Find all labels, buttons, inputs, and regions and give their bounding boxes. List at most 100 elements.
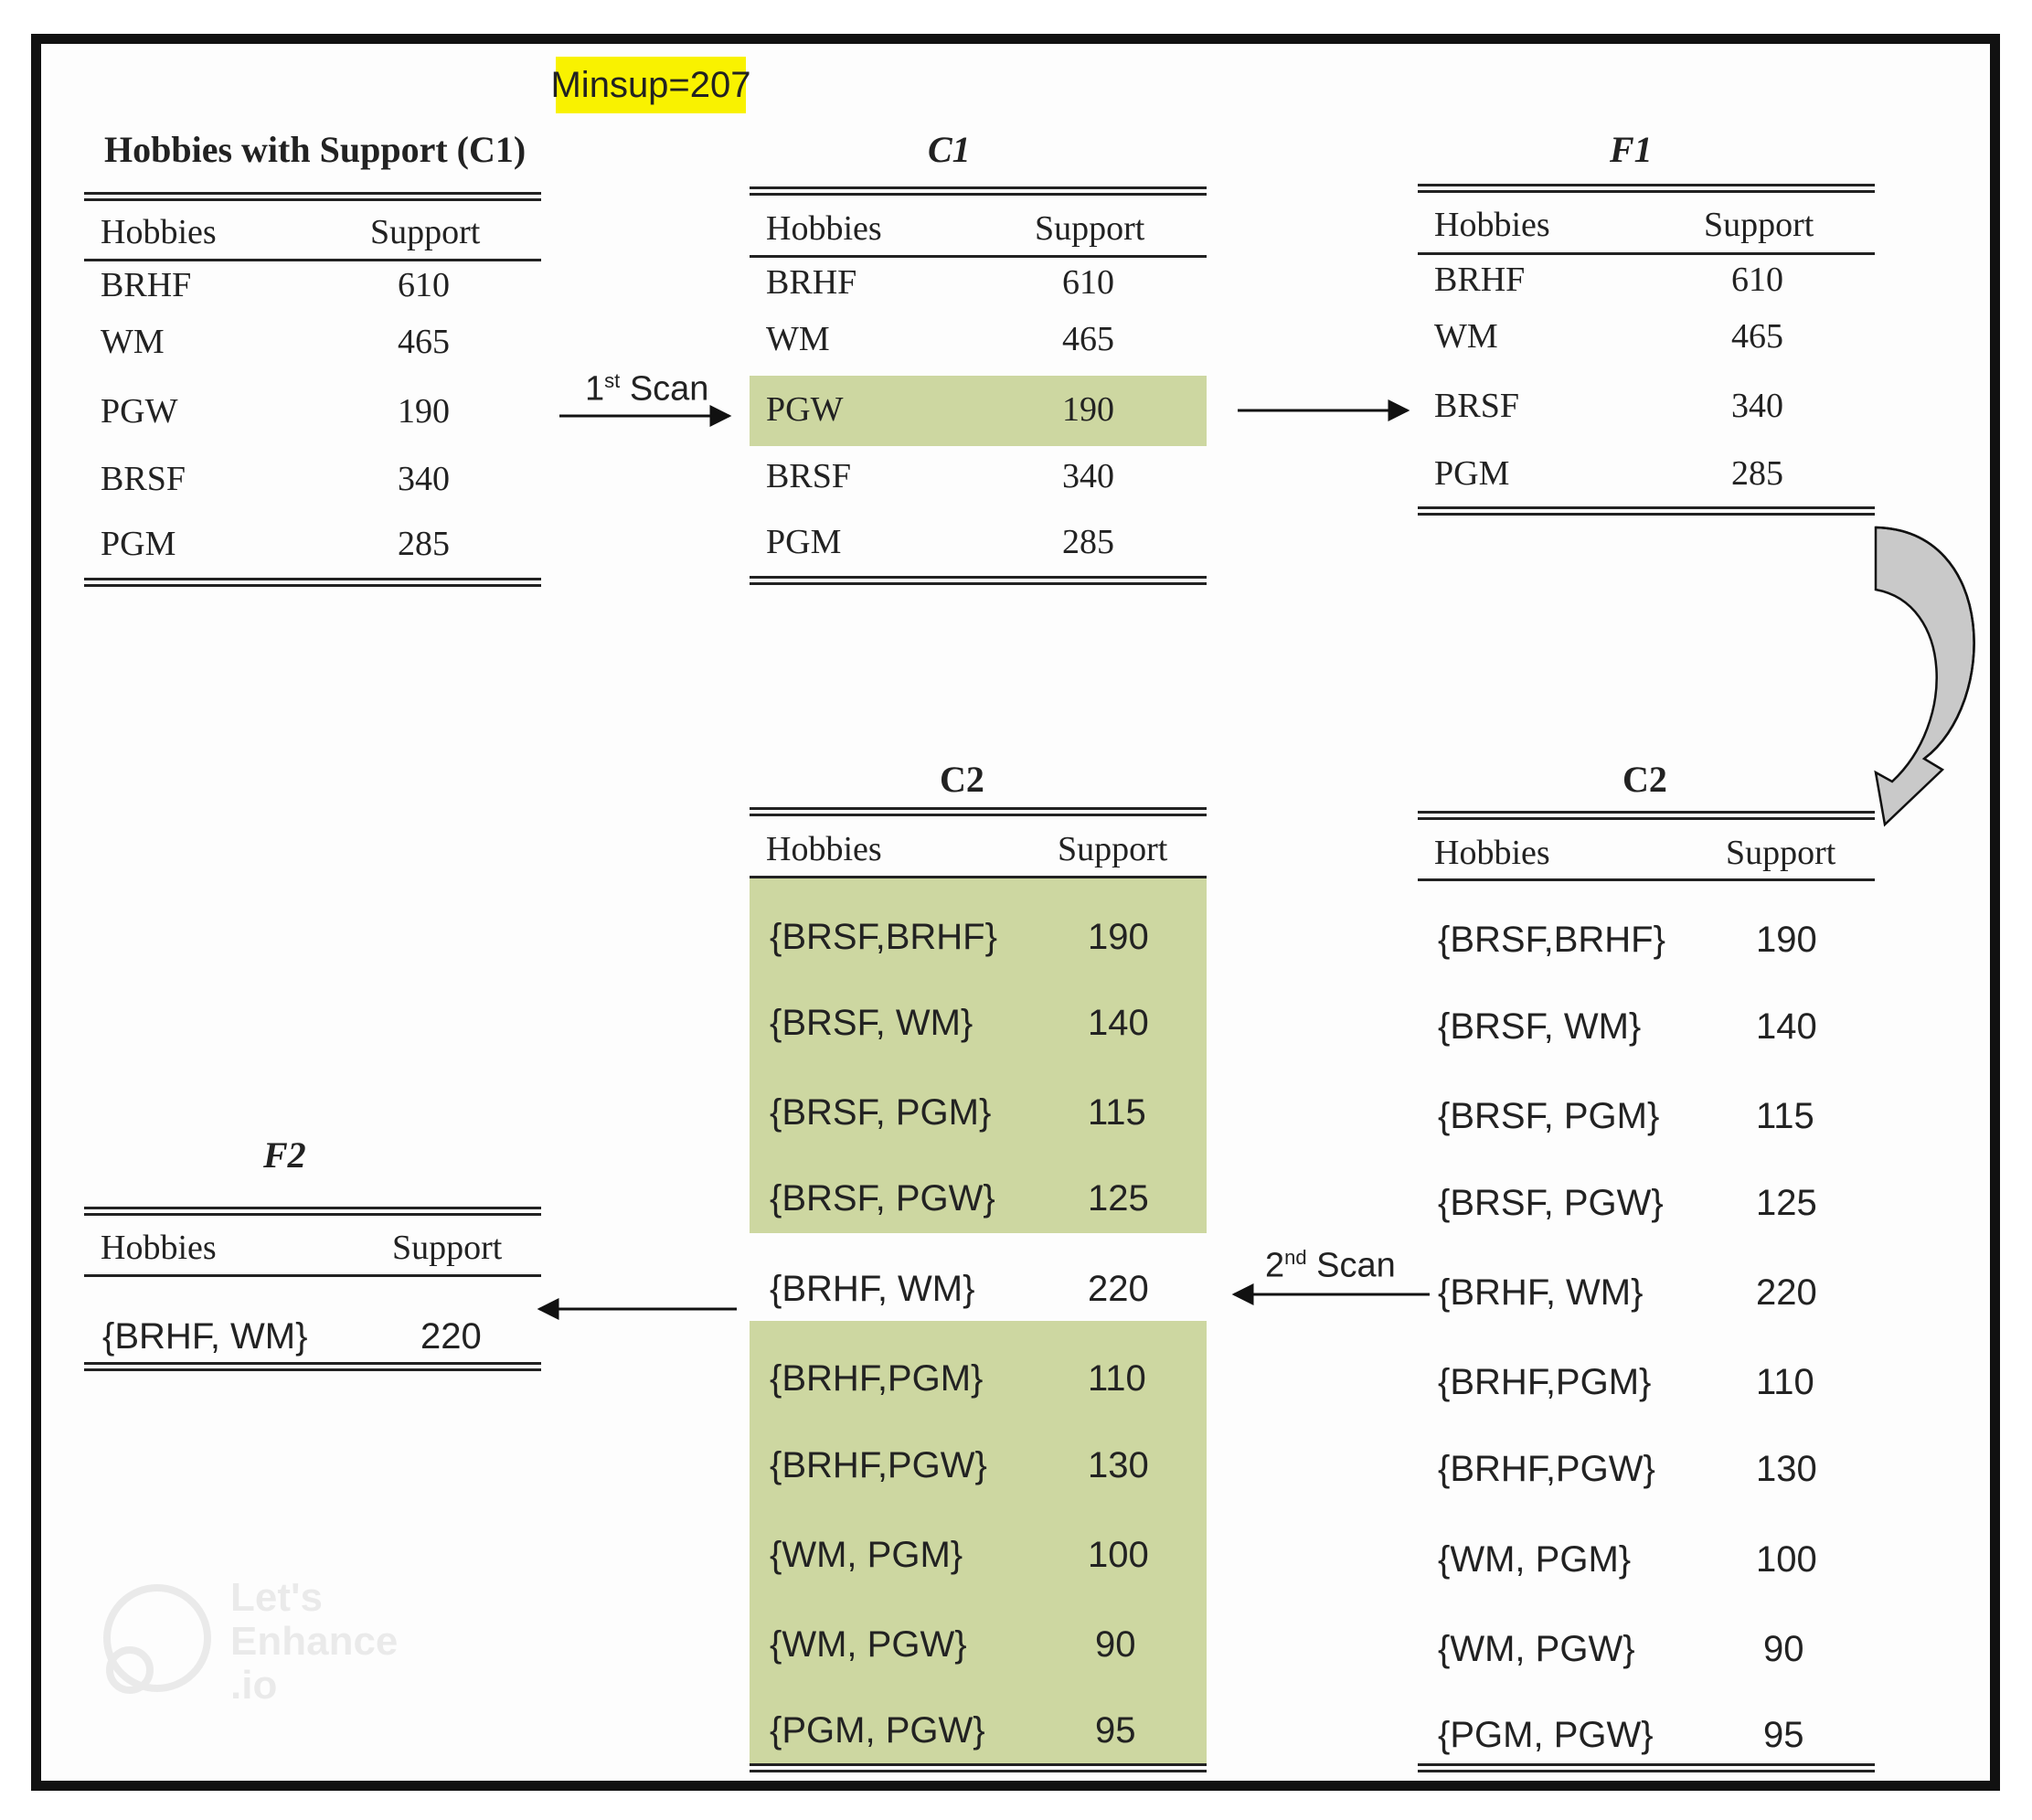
bottom-rule [1418,506,1875,516]
row-itemset: {BRHF,PGM} [1438,1362,1652,1402]
row-itemset: {WM, PGW} [1438,1629,1635,1669]
pruned-block-highlight [750,1321,1207,1765]
header-hobbies: Hobbies [766,830,882,868]
row-support: 285 [1062,523,1114,561]
f1-to-c2-curved-arrow [1874,526,1975,827]
scan1-label: 1st Scan [585,369,708,410]
row-support: 285 [1731,454,1783,493]
header-hobbies: Hobbies [1434,206,1550,244]
row-support: 220 [1088,1269,1149,1309]
scan2-suffix: nd [1284,1246,1307,1269]
row-support: 220 [420,1316,482,1357]
row-support: 95 [1095,1710,1136,1751]
row-support: 340 [1731,387,1783,425]
header-rule [84,1274,541,1277]
row-hobby: PGM [766,523,842,561]
row-support: 115 [1088,1092,1146,1133]
table-title: F1 [1610,129,1653,170]
top-rule [84,192,541,201]
svg-text:Enhance: Enhance [230,1619,398,1664]
row-itemset: {PGM, PGW} [770,1710,985,1751]
table-title: C1 [928,129,971,170]
row-itemset: {WM, PGM} [1438,1539,1632,1580]
row-support: 100 [1088,1535,1149,1575]
header-support: Support [1058,830,1168,868]
minsup-label: Minsup=207 [550,57,751,113]
table-c1-left: Hobbies with Support (C1) Hobbies Suppor… [84,119,541,594]
row-support: 95 [1763,1715,1804,1755]
row-itemset: {BRHF,PGW} [1438,1449,1655,1489]
row-hobby: BRHF [766,263,857,302]
row-support: 610 [1731,261,1783,299]
row-hobby: BRHF [1434,261,1526,299]
table-c1: C1 Hobbies Support BRHF 610 WM 465 PGW 190 … [750,119,1207,594]
row-support: 125 [1088,1178,1149,1219]
row-itemset: {BRHF,PGM} [770,1358,984,1399]
bottom-rule [750,576,1207,585]
row-support: 465 [398,323,450,361]
table-c2-mid: C2 Hobbies Support {BRSF,BRHF} 190 {BRSF,… [750,750,1207,1773]
scan1-word: Scan [620,369,709,409]
row-hobby: WM [1434,317,1498,356]
row-support: 140 [1088,1003,1149,1043]
row-itemset: {WM, PGM} [770,1535,963,1575]
row-support: 190 [1062,390,1114,429]
row-support: 190 [398,392,450,431]
row-support: 340 [1062,457,1114,495]
row-hobby: PGW [766,390,844,429]
row-itemset: {BRHF, WM} [770,1269,975,1309]
row-support: 465 [1731,317,1783,356]
table-title: Hobbies with Support (C1) [104,129,527,170]
header-support: Support [370,213,481,251]
row-support: 130 [1756,1449,1817,1489]
pruned-row-highlight [750,376,1207,446]
top-rule [1418,184,1875,193]
row-itemset: {WM, PGW} [770,1624,967,1665]
header-support: Support [1035,209,1145,248]
header-hobbies: Hobbies [101,1229,217,1267]
row-itemset: {BRSF,BRHF} [770,917,997,957]
row-hobby: WM [766,320,830,358]
row-itemset: {BRHF, WM} [102,1316,308,1357]
row-itemset: {BRSF, WM} [770,1003,973,1043]
row-support: 125 [1756,1183,1817,1223]
row-support: 110 [1088,1358,1146,1399]
row-hobby: BRSF [101,460,186,498]
table-c2-right: C2 Hobbies Support {BRSF,BRHF} 190 {BRSF,… [1418,750,1875,1773]
header-support: Support [392,1229,503,1267]
row-support: 110 [1756,1362,1814,1402]
bottom-rule [750,1763,1207,1772]
row-support: 190 [1088,917,1149,957]
header-rule [750,876,1207,878]
watermark-logo: Let's Enhance .io [103,1575,398,1708]
svg-text:Let's: Let's [230,1575,323,1620]
scan2-label: 2nd Scan [1265,1246,1396,1286]
row-support: 610 [1062,263,1114,302]
header-rule [750,255,1207,258]
header-hobbies: Hobbies [101,213,217,251]
header-support: Support [1726,834,1836,872]
header-rule [1418,252,1875,255]
bottom-rule [84,1362,541,1371]
bottom-rule [84,578,541,587]
row-support: 220 [1756,1272,1817,1313]
row-itemset: {BRSF, PGM} [770,1092,992,1133]
row-itemset: {BRSF,BRHF} [1438,920,1665,960]
row-itemset: {BRHF, WM} [1438,1272,1644,1313]
table-f1: F1 Hobbies Support BRHF 610 WM 465 BRSF 340… [1418,119,1875,521]
row-support: 90 [1763,1629,1804,1669]
header-rule [84,259,541,261]
row-support: 100 [1756,1539,1817,1580]
row-support: 340 [398,460,450,498]
table-title: F2 [263,1134,306,1176]
row-itemset: {BRHF,PGW} [770,1445,987,1485]
scan1-suffix: st [604,369,621,392]
row-hobby: PGW [101,392,178,431]
row-support: 190 [1756,920,1817,960]
header-rule [1418,878,1875,881]
row-hobby: BRSF [766,457,851,495]
row-support: 115 [1756,1096,1814,1136]
scan2-word: Scan [1306,1246,1396,1285]
row-support: 130 [1088,1445,1149,1485]
